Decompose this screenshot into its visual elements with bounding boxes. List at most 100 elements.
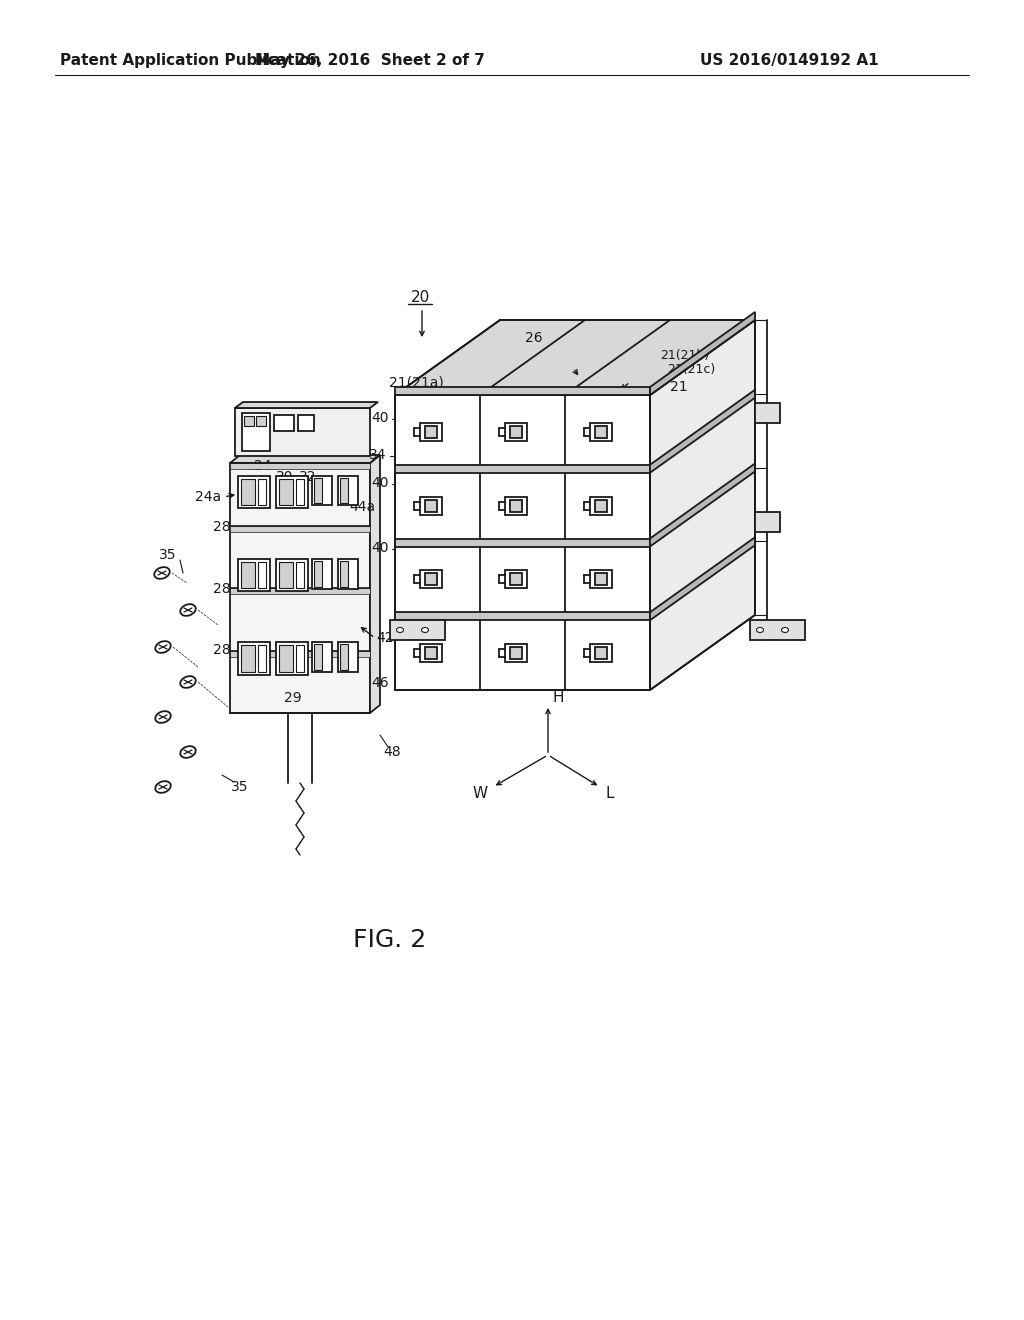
Bar	[276, 558, 308, 591]
Bar	[505, 496, 526, 515]
Bar	[314, 561, 322, 586]
Bar	[238, 558, 270, 591]
Bar	[505, 422, 526, 441]
Text: 40: 40	[372, 411, 389, 425]
Polygon shape	[650, 389, 755, 473]
Bar	[230, 587, 370, 594]
Text: 21(21b): 21(21b)	[660, 348, 710, 362]
Bar	[279, 562, 293, 589]
Text: 34: 34	[483, 656, 501, 671]
Text: 20: 20	[411, 290, 430, 305]
Bar	[296, 645, 304, 672]
Bar	[510, 426, 521, 438]
Ellipse shape	[396, 627, 403, 632]
Bar	[276, 642, 308, 675]
Text: 44a: 44a	[349, 500, 375, 513]
Polygon shape	[755, 403, 780, 422]
Text: 22: 22	[613, 642, 631, 655]
Text: H: H	[552, 689, 564, 705]
Bar	[279, 479, 293, 506]
Text: 21(21c): 21(21c)	[667, 363, 715, 376]
Text: 35: 35	[160, 548, 177, 562]
Text: 35: 35	[231, 780, 249, 795]
Text: Patent Application Publication: Patent Application Publication	[60, 53, 321, 67]
Polygon shape	[234, 403, 378, 408]
Ellipse shape	[156, 711, 171, 723]
Ellipse shape	[422, 627, 428, 632]
Text: 21: 21	[670, 380, 688, 393]
Text: 24: 24	[254, 459, 271, 473]
Bar	[510, 500, 521, 512]
Bar	[590, 422, 611, 441]
Bar	[340, 478, 348, 503]
Text: 40: 40	[372, 477, 389, 490]
Polygon shape	[750, 620, 805, 640]
Text: 22: 22	[630, 565, 647, 579]
Bar	[234, 408, 370, 455]
Bar	[338, 642, 358, 672]
Text: 26: 26	[525, 331, 543, 345]
Bar	[296, 479, 304, 506]
Polygon shape	[650, 319, 755, 690]
Polygon shape	[370, 455, 380, 713]
Ellipse shape	[156, 642, 171, 653]
Text: 29: 29	[285, 690, 302, 705]
Text: 30: 30	[276, 470, 294, 484]
Bar	[238, 475, 270, 508]
Bar	[230, 651, 370, 656]
Bar	[314, 478, 322, 503]
Ellipse shape	[156, 781, 171, 793]
Bar	[590, 644, 611, 663]
Bar	[258, 479, 266, 506]
Bar	[505, 644, 526, 663]
Text: 21(21a): 21(21a)	[389, 375, 443, 389]
Text: 28: 28	[213, 520, 230, 535]
Text: 28: 28	[213, 643, 230, 657]
Bar	[230, 525, 370, 532]
Text: 40: 40	[372, 541, 389, 554]
Text: 24a: 24a	[195, 490, 221, 504]
Bar	[296, 562, 304, 589]
Bar	[395, 465, 650, 473]
Bar	[241, 562, 255, 589]
Polygon shape	[390, 620, 445, 640]
Bar	[395, 612, 650, 620]
Bar	[595, 647, 606, 659]
Bar	[595, 573, 606, 585]
Bar	[241, 645, 255, 672]
Bar	[230, 463, 370, 713]
Text: 46: 46	[371, 676, 389, 690]
Bar	[395, 387, 650, 395]
Text: FIG. 2: FIG. 2	[353, 928, 427, 952]
Bar	[242, 413, 270, 451]
Bar	[425, 647, 436, 659]
Bar	[256, 416, 266, 426]
Polygon shape	[755, 512, 780, 532]
Bar	[338, 558, 358, 589]
Ellipse shape	[757, 627, 764, 632]
Bar	[505, 570, 526, 589]
Bar	[425, 500, 436, 512]
Polygon shape	[395, 395, 650, 690]
Ellipse shape	[180, 605, 196, 616]
Bar	[230, 463, 370, 469]
Bar	[425, 426, 436, 438]
Polygon shape	[650, 312, 755, 395]
Text: US 2016/0149192 A1: US 2016/0149192 A1	[700, 53, 879, 67]
Ellipse shape	[781, 627, 788, 632]
Polygon shape	[650, 537, 755, 620]
Bar	[420, 496, 441, 515]
Polygon shape	[650, 463, 755, 546]
Bar	[276, 475, 308, 508]
Ellipse shape	[180, 676, 196, 688]
Text: May 26, 2016  Sheet 2 of 7: May 26, 2016 Sheet 2 of 7	[255, 53, 485, 67]
Bar	[590, 496, 611, 515]
Bar	[338, 475, 358, 506]
Bar	[244, 416, 254, 426]
Bar	[510, 573, 521, 585]
Bar	[312, 475, 332, 506]
Text: L: L	[606, 785, 614, 800]
Bar	[298, 414, 314, 432]
Bar	[420, 570, 441, 589]
Bar	[595, 500, 606, 512]
